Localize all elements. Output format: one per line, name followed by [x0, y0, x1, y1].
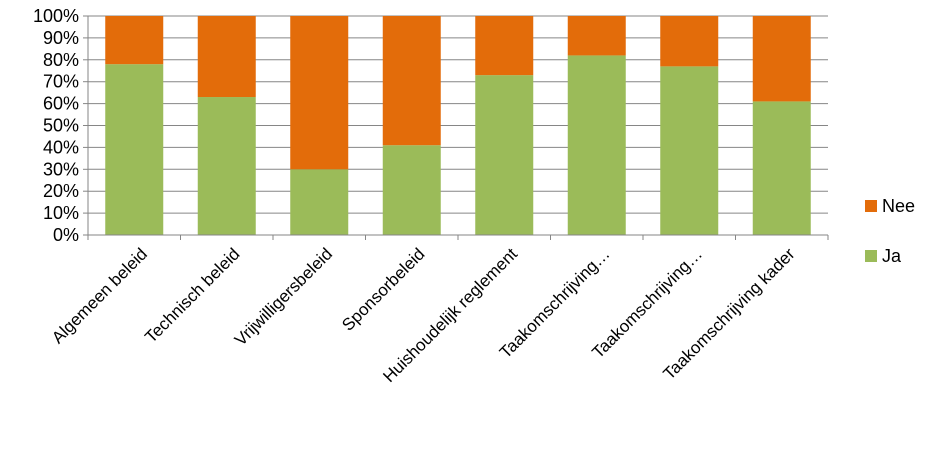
y-tick-label: 30%	[43, 159, 79, 179]
legend-label-nee: Nee	[882, 196, 915, 216]
y-tick-label: 10%	[43, 203, 79, 223]
bar-ja	[382, 145, 441, 235]
bar-ja	[290, 169, 349, 235]
bar-nee	[382, 16, 441, 146]
bar-ja	[660, 66, 719, 236]
x-tick-label: Vrijwilligersbeleid	[231, 244, 336, 349]
bar-ja	[105, 64, 164, 236]
x-tick-label: Sponsorbeleid	[338, 244, 428, 334]
bar-nee	[290, 16, 349, 170]
y-tick-label: 60%	[43, 94, 79, 114]
y-axis-ticks: 0%10%20%30%40%50%60%70%80%90%100%	[33, 6, 79, 245]
y-tick-label: 40%	[43, 137, 79, 157]
y-tick-label: 100%	[33, 6, 79, 26]
x-tick-label: Technisch beleid	[141, 244, 243, 346]
axes	[83, 15, 829, 240]
legend-swatch-ja	[865, 250, 877, 262]
bar-ja	[197, 97, 256, 235]
y-tick-label: 80%	[43, 50, 79, 70]
legend: Nee Ja	[865, 196, 915, 266]
bar-nee	[752, 16, 811, 102]
y-tick-label: 90%	[43, 28, 79, 48]
bar-nee	[567, 16, 626, 56]
x-tick-label: Algemeen beleid	[48, 244, 151, 347]
bar-ja	[475, 75, 534, 235]
y-tick-label: 20%	[43, 181, 79, 201]
bar-nee	[475, 16, 534, 76]
y-tick-label: 70%	[43, 72, 79, 92]
bar-nee	[105, 16, 164, 65]
bar-ja	[752, 101, 811, 235]
legend-swatch-nee	[865, 200, 877, 212]
y-tick-label: 0%	[53, 225, 79, 245]
bar-nee	[660, 16, 719, 67]
y-tick-label: 50%	[43, 116, 79, 136]
bar-nee	[197, 16, 256, 98]
legend-label-ja: Ja	[882, 246, 902, 266]
bars	[105, 16, 811, 236]
bar-ja	[567, 55, 626, 235]
